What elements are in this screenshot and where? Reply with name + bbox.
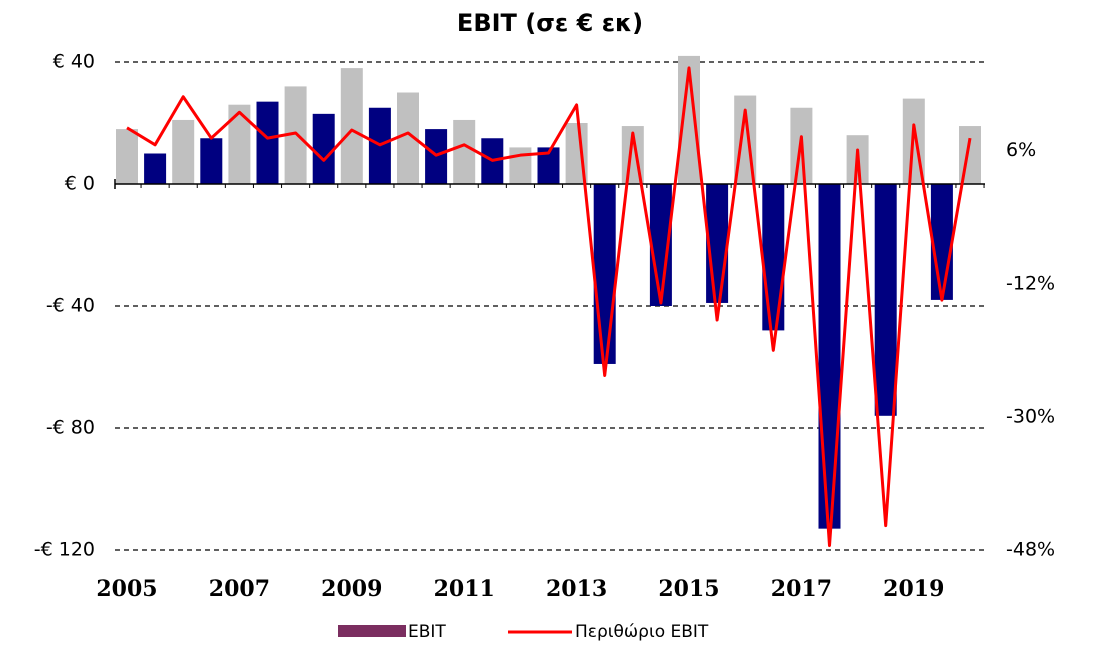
y2-tick-label: -30% (1006, 405, 1055, 427)
y-tick-label: € 0 (65, 173, 95, 195)
bar (509, 147, 532, 184)
bar (116, 129, 138, 184)
x-tick-label: 2007 (209, 576, 270, 602)
x-tick-label: 2011 (434, 576, 495, 602)
bar (312, 113, 335, 184)
bar (453, 119, 476, 184)
y2-tick-label: -12% (1006, 272, 1055, 294)
bar (930, 184, 953, 300)
y2-tick-label: -48% (1006, 539, 1055, 561)
bar (200, 138, 223, 184)
bar (256, 101, 279, 184)
legend-label: Περιθώριο EBIT (575, 622, 709, 642)
bar (593, 184, 616, 364)
line (126, 66, 972, 548)
bar (397, 92, 419, 184)
legend-swatch (338, 625, 406, 637)
bar (874, 184, 897, 416)
x-tick-label: 2017 (771, 576, 832, 602)
x-tick-label: 2009 (321, 576, 382, 602)
y-tick-label: -€ 120 (34, 539, 95, 561)
bar (172, 119, 195, 184)
x-tick-label: 2015 (658, 576, 719, 602)
y-tick-label: -€ 40 (46, 295, 95, 317)
x-tick-label: 2005 (96, 576, 157, 602)
x-tick-label: 2013 (546, 576, 607, 602)
bar (144, 153, 167, 184)
bar (818, 184, 841, 529)
y2-tick-label: 6% (1006, 139, 1036, 161)
bar (228, 104, 251, 184)
chart-title: EBIT (σε € εκ) (457, 9, 643, 37)
y-tick-label: -€ 80 (46, 417, 95, 439)
bar (678, 55, 700, 185)
legend-label: EBIT (408, 622, 446, 642)
y-tick-label: € 40 (53, 51, 95, 73)
bar (762, 184, 785, 331)
bar (537, 147, 560, 184)
x-tick-label: 2019 (883, 576, 944, 602)
bar (340, 68, 363, 184)
bar (284, 86, 307, 184)
